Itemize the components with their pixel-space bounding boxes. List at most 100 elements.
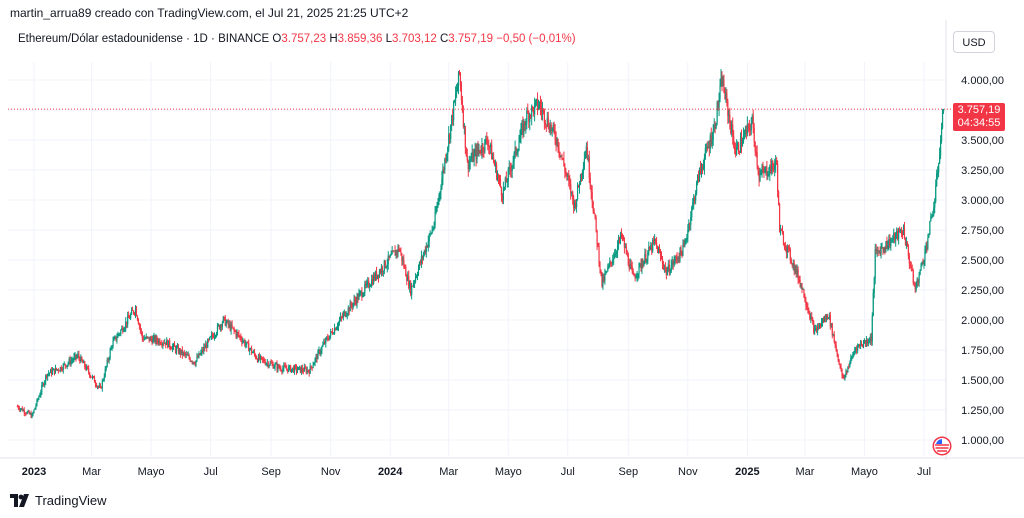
candle-body	[453, 101, 455, 121]
candle-body	[225, 322, 227, 326]
candle-body	[754, 141, 756, 152]
candle-body	[496, 176, 499, 179]
candle-body	[343, 311, 345, 314]
tradingview-logo[interactable]: TradingView	[10, 493, 107, 508]
candle-body	[675, 256, 677, 258]
candle-body	[147, 336, 149, 338]
candle-body	[456, 86, 459, 92]
candle-body	[872, 292, 874, 316]
candle-body	[695, 193, 697, 201]
candle-body	[417, 267, 420, 275]
candle-body	[448, 134, 450, 148]
candle-body	[831, 323, 833, 336]
candle-body	[423, 250, 425, 255]
candle-body	[119, 333, 121, 335]
candle-body	[549, 125, 551, 132]
candle-body	[71, 360, 73, 362]
candle-body	[821, 319, 824, 323]
us-flag-icon[interactable]	[932, 436, 952, 456]
candle-body	[691, 207, 693, 217]
candle-body	[105, 366, 107, 369]
candle-body	[213, 335, 216, 338]
y-tick-label: 3.500,00	[961, 135, 1004, 147]
candle-body	[219, 325, 221, 329]
candle-body	[690, 216, 692, 225]
candle-body	[855, 348, 857, 351]
candle-body	[777, 163, 779, 192]
candle-body	[668, 264, 670, 274]
candle-body	[483, 150, 485, 152]
candle-body	[239, 335, 241, 337]
candle-body	[142, 338, 144, 341]
candle-body	[884, 248, 886, 251]
symbol-label[interactable]: Ethereum/Dólar estadounidense · 1D · BIN…	[18, 33, 270, 45]
candle-body	[745, 129, 747, 134]
candle-body	[232, 327, 234, 329]
candle-body	[328, 339, 330, 341]
candle-body	[782, 234, 785, 245]
candle-body	[85, 366, 87, 370]
candle-body	[63, 363, 65, 365]
candle-body	[552, 125, 554, 128]
candle-body	[724, 92, 726, 99]
candle-body	[568, 176, 570, 181]
candle-body	[666, 270, 668, 275]
candle-body	[686, 237, 688, 240]
candle-body	[941, 112, 944, 129]
candle-body	[597, 244, 599, 247]
candle-body	[773, 166, 775, 170]
candle-body	[345, 315, 347, 317]
candle-body	[478, 149, 480, 151]
candle-body	[846, 371, 848, 373]
candle-body	[672, 260, 674, 265]
candle-body	[412, 285, 414, 287]
candle-body	[886, 241, 888, 249]
candle-body	[79, 357, 81, 363]
candle-body	[790, 259, 792, 264]
candle-body	[243, 340, 245, 342]
candle-body	[693, 197, 695, 203]
candle-body	[817, 327, 819, 332]
candle-body	[524, 121, 526, 126]
candle-body	[338, 320, 341, 323]
candle-body	[939, 155, 941, 164]
candle-body	[587, 157, 589, 160]
candle-body	[221, 322, 223, 328]
candle-body	[449, 134, 451, 139]
candle-body	[734, 146, 736, 151]
candle-body	[284, 365, 286, 367]
candle-body	[18, 408, 20, 410]
candle-body	[169, 340, 171, 347]
candle-body	[441, 178, 443, 189]
candle-body	[375, 271, 378, 279]
candle-body	[127, 315, 129, 325]
x-tick-label: Jul	[561, 466, 575, 478]
candle-body	[334, 328, 337, 331]
candle-body	[426, 245, 428, 248]
candle-body	[130, 314, 132, 319]
currency-button[interactable]: USD	[953, 31, 995, 53]
candle-body	[210, 336, 212, 338]
candle-body	[923, 260, 925, 264]
candle-body	[414, 277, 417, 282]
candle-body	[109, 349, 111, 359]
candle-body	[743, 133, 746, 136]
candle-body	[595, 217, 597, 230]
candle-body	[652, 240, 654, 251]
candle-body	[395, 250, 397, 256]
candle-body	[633, 274, 635, 277]
candle-body	[515, 147, 517, 154]
candle-body	[789, 249, 791, 260]
candle-body	[244, 340, 246, 346]
candle-body	[55, 367, 58, 370]
candle-body	[584, 154, 586, 160]
candle-body	[170, 346, 172, 349]
candle-body	[582, 167, 585, 172]
candle-body	[370, 285, 372, 287]
candle-body	[874, 249, 876, 279]
candle-body	[894, 232, 896, 241]
candle-body	[413, 281, 416, 283]
candle-body	[663, 267, 666, 269]
candle-body	[751, 116, 753, 124]
